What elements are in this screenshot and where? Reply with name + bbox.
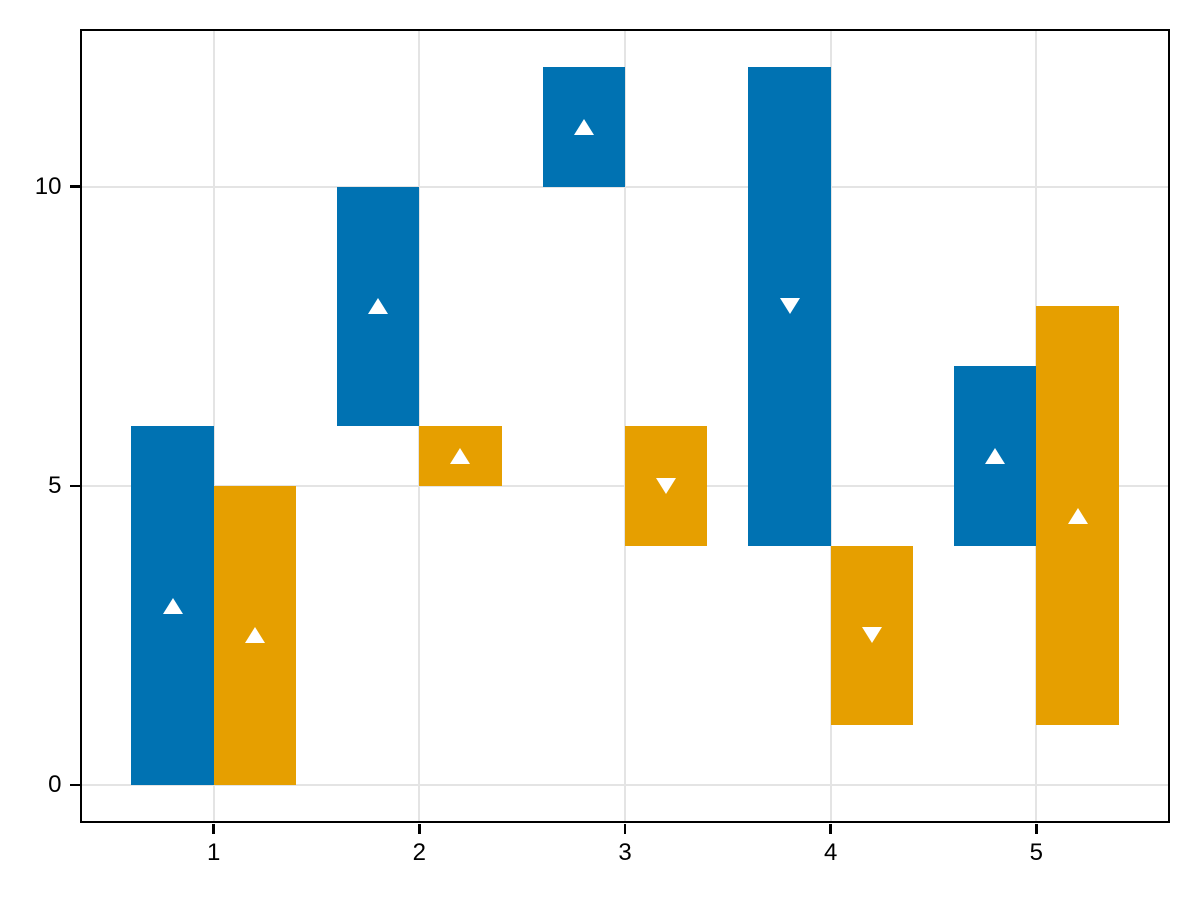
x-gridline (212, 31, 215, 821)
x-tick-label: 3 (618, 838, 632, 866)
triangle-down-marker-icon (779, 298, 800, 315)
triangle-up-marker-icon (985, 447, 1006, 464)
triangle-up-marker-icon (368, 298, 389, 315)
triangle-up-marker-icon (162, 597, 183, 614)
x-axis-tick (829, 823, 832, 834)
x-tick-label: 5 (1029, 838, 1044, 866)
triangle-up-marker-icon (1067, 507, 1088, 524)
y-tick-label: 0 (48, 771, 62, 799)
triangle-up-marker-icon (573, 118, 594, 135)
triangle-down-marker-icon (656, 477, 677, 494)
x-axis-tick (212, 823, 215, 834)
triangle-up-marker-icon (244, 627, 265, 644)
x-tick-label: 2 (412, 838, 426, 866)
y-axis-tick (69, 783, 80, 787)
y-axis-tick (69, 484, 80, 488)
x-gridline (829, 31, 832, 821)
x-axis-tick (623, 823, 627, 834)
y-tick-label: 5 (48, 471, 62, 499)
x-tick-label: 4 (823, 838, 838, 866)
x-axis-tick (1035, 823, 1038, 834)
triangle-down-marker-icon (861, 627, 882, 644)
y-tick-label: 10 (34, 172, 62, 200)
y-axis-tick (69, 185, 80, 188)
triangle-up-marker-icon (450, 447, 471, 464)
plot-area (82, 31, 1168, 821)
x-tick-label: 1 (206, 838, 221, 866)
x-axis-tick (418, 823, 421, 834)
